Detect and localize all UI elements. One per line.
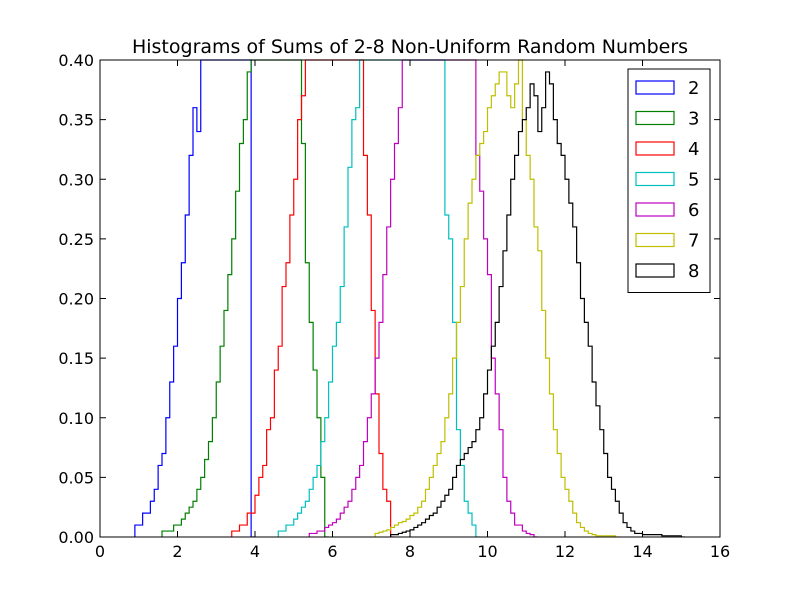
x-tick-label: 0 bbox=[95, 542, 105, 561]
series-line-7 bbox=[374, 59, 620, 537]
series-line-8 bbox=[390, 71, 686, 537]
legend-box bbox=[627, 68, 711, 293]
legend-entry-5: 5 bbox=[635, 170, 699, 191]
x-tick-label: 12 bbox=[555, 542, 575, 561]
x-tick-label: 6 bbox=[327, 542, 337, 561]
series-line-3 bbox=[161, 59, 329, 537]
legend-swatch bbox=[635, 232, 675, 248]
y-tick-label: 0.10 bbox=[58, 409, 94, 428]
legend-swatch bbox=[635, 263, 675, 278]
y-tick-label: 0.05 bbox=[58, 468, 94, 487]
legend-label: 3 bbox=[688, 109, 699, 130]
legend-entry-2: 2 bbox=[635, 78, 699, 99]
y-tick-label: 0.00 bbox=[58, 528, 94, 547]
legend-entry-8: 8 bbox=[635, 261, 699, 282]
legend-label: 8 bbox=[688, 261, 699, 282]
x-tick-label: 8 bbox=[405, 542, 415, 561]
axes-layer: 0 2 4 6 8 10 12 14 16 0.00 0.05 0.10 0.15 0.20 0.25 0.3… bbox=[58, 51, 730, 561]
x-tick-label: 10 bbox=[477, 542, 497, 561]
chart-title: Histograms of Sums of 2-8 Non-Uniform Ra… bbox=[132, 36, 688, 58]
x-tick-label: 2 bbox=[172, 542, 182, 561]
legend-label: 7 bbox=[688, 231, 699, 252]
plot-background bbox=[100, 60, 720, 537]
legend-label: 5 bbox=[688, 170, 699, 191]
legend-entry-3: 3 bbox=[635, 109, 699, 130]
x-tick-label: 16 bbox=[710, 542, 730, 561]
legend-swatch bbox=[635, 202, 675, 217]
legend-swatch bbox=[635, 110, 675, 126]
series-line-4 bbox=[231, 59, 395, 537]
y-tick-label: 0.30 bbox=[58, 170, 94, 189]
series-line-5 bbox=[277, 59, 480, 537]
y-tick-label: 0.15 bbox=[58, 349, 94, 368]
legend-entry-7: 7 bbox=[635, 231, 699, 252]
x-tick-label: 4 bbox=[250, 542, 260, 561]
legend: 2 3 4 5 6 7 8 bbox=[627, 68, 711, 293]
legend-label: 4 bbox=[688, 139, 699, 160]
legend-label: 6 bbox=[688, 200, 699, 221]
x-tick-label: 14 bbox=[632, 542, 652, 561]
legend-swatch bbox=[635, 80, 675, 95]
y-tick-label: 0.35 bbox=[58, 111, 94, 130]
legend-entry-4: 4 bbox=[635, 139, 699, 160]
y-tick-label: 0.20 bbox=[58, 290, 94, 309]
y-tick-label: 0.40 bbox=[58, 51, 94, 70]
legend-label: 2 bbox=[688, 78, 699, 99]
plot-area bbox=[100, 60, 720, 537]
y-tick-label: 0.25 bbox=[58, 230, 94, 249]
legend-entry-6: 6 bbox=[635, 200, 699, 221]
series-layer bbox=[134, 59, 686, 537]
legend-swatch bbox=[635, 141, 675, 156]
legend-swatch bbox=[635, 171, 675, 187]
